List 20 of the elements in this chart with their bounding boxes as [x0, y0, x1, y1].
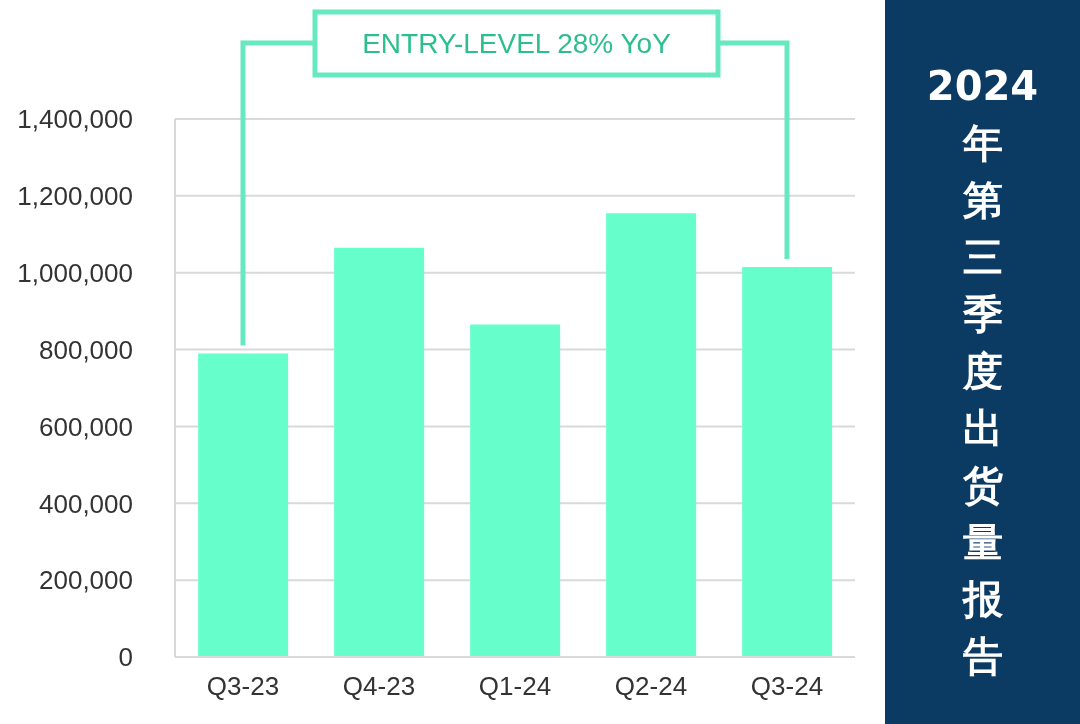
- chart-title: 2024年第三季度出货量报告: [926, 63, 1039, 679]
- bar: [742, 266, 833, 657]
- x-tick-label: Q3-24: [750, 671, 824, 702]
- y-tick-label: 1,000,000: [17, 257, 133, 288]
- x-tick-label: Q3-23: [206, 671, 280, 702]
- y-tick-label: 200,000: [39, 565, 133, 596]
- x-tick-label: Q2-24: [614, 671, 688, 702]
- text: ENTRY-LEVEL 28% YoY: [362, 28, 672, 59]
- y-tick-label: 800,000: [39, 334, 133, 365]
- bar: [198, 353, 289, 657]
- bar: [470, 324, 561, 657]
- y-tick-label: 400,000: [39, 488, 133, 519]
- y-tick-label: 0: [118, 642, 133, 673]
- bar: [606, 213, 697, 657]
- y-tick-label: 600,000: [39, 411, 133, 442]
- y-tick-label: 1,200,000: [17, 181, 133, 212]
- x-tick-label: Q1-24: [478, 671, 552, 702]
- y-tick-label: 1,400,000: [17, 104, 133, 135]
- bar: [334, 247, 425, 657]
- x-tick-label: Q4-23: [342, 671, 416, 702]
